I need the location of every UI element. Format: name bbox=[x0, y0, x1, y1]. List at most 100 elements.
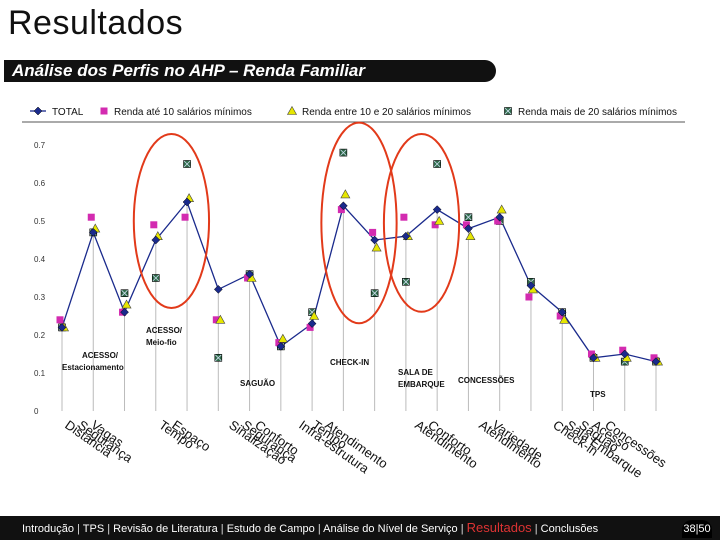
data-point-diamond bbox=[370, 235, 379, 245]
data-point-diamond bbox=[401, 231, 411, 241]
data-point-square bbox=[400, 213, 408, 221]
y-tick-label: 0 bbox=[34, 407, 39, 416]
legend-label: Renda até 10 salários mínimos bbox=[114, 107, 252, 118]
footer-separator: | bbox=[73, 523, 83, 535]
data-point-triangle bbox=[309, 310, 320, 320]
data-point-diamond bbox=[526, 281, 536, 290]
y-tick-label: 0.5 bbox=[34, 217, 46, 226]
slide-title: Resultados bbox=[8, 4, 184, 42]
data-point-diamond bbox=[557, 307, 567, 317]
annotation-label: CONCESSÕES bbox=[458, 376, 515, 385]
data-point-square bbox=[337, 206, 345, 214]
annotation-label: Meio-fio bbox=[146, 338, 177, 347]
data-point-diamond bbox=[307, 319, 317, 328]
data-point-triangle bbox=[559, 314, 570, 324]
footer-bar: Introdução | TPS | Revisão de Literatura… bbox=[0, 516, 720, 540]
data-point-diamond bbox=[276, 342, 286, 351]
data-point-square bbox=[244, 274, 252, 282]
data-point-square bbox=[150, 221, 158, 229]
data-point-square bbox=[181, 213, 189, 221]
annotation-label: TPS bbox=[590, 390, 606, 399]
data-point-square bbox=[275, 339, 283, 347]
data-point-xsquare-cross bbox=[308, 308, 316, 316]
data-point-square bbox=[525, 293, 533, 301]
y-tick-label: 0.4 bbox=[34, 255, 46, 264]
legend-label: Renda mais de 20 salários mínimos bbox=[518, 107, 677, 118]
legend-marker bbox=[286, 105, 298, 115]
data-point-diamond bbox=[245, 269, 254, 279]
footer-nav-item[interactable]: Resultados bbox=[466, 520, 532, 535]
data-point-square bbox=[494, 217, 502, 225]
legend-marker bbox=[33, 106, 43, 116]
annotation-label: ACESSO/ bbox=[146, 326, 183, 335]
footer-separator: | bbox=[531, 523, 541, 535]
data-point-square bbox=[306, 323, 314, 331]
data-point-xsquare-cross bbox=[433, 160, 441, 168]
data-point-square bbox=[587, 350, 595, 358]
footer-nav-item[interactable]: Análise do Nível de Serviço bbox=[323, 523, 458, 535]
footer-nav-item[interactable]: Introdução bbox=[22, 523, 74, 535]
data-point-xsquare-cross bbox=[465, 213, 472, 221]
data-point-square bbox=[556, 312, 564, 320]
footer-separator: | bbox=[104, 523, 114, 535]
data-point-diamond bbox=[88, 228, 98, 237]
data-point-triangle bbox=[340, 189, 351, 199]
footer-separator: | bbox=[217, 523, 227, 535]
footer-nav-item[interactable]: Revisão de Literatura bbox=[113, 523, 218, 535]
data-point-square bbox=[462, 221, 470, 229]
footer-nav-item[interactable]: Estudo de Campo bbox=[226, 523, 315, 535]
y-tick-label: 0.2 bbox=[34, 331, 46, 340]
data-point-xsquare-cross bbox=[371, 289, 378, 297]
highlight-ellipse bbox=[320, 121, 398, 325]
y-tick-label: 0.6 bbox=[34, 179, 46, 188]
annotation-label: Estacionamento bbox=[62, 363, 124, 372]
page-number: 38|50 bbox=[682, 520, 712, 538]
data-point-diamond bbox=[120, 307, 129, 317]
y-tick-label: 0.3 bbox=[34, 293, 46, 302]
data-point-square bbox=[369, 228, 377, 236]
data-point-square bbox=[87, 213, 95, 221]
data-point-diamond bbox=[151, 235, 161, 245]
data-point-xsquare-cross bbox=[183, 160, 191, 168]
annotation-label: ACESSO/ bbox=[82, 351, 119, 360]
legend-label: TOTAL bbox=[52, 107, 84, 118]
footer-separator: | bbox=[314, 523, 324, 535]
data-point-diamond bbox=[495, 212, 505, 222]
footer-nav-item[interactable]: TPS bbox=[82, 523, 105, 535]
data-point-square bbox=[650, 354, 658, 362]
legend-marker-cross bbox=[504, 107, 512, 115]
data-point-xsquare-cross bbox=[215, 354, 222, 362]
highlight-ellipse bbox=[132, 133, 211, 309]
data-point-diamond bbox=[432, 205, 442, 214]
data-point-diamond bbox=[182, 197, 192, 207]
data-point-diamond bbox=[589, 353, 598, 363]
data-point-triangle bbox=[465, 231, 476, 240]
data-point-triangle bbox=[371, 242, 382, 252]
footer-nav-item[interactable]: Conclusões bbox=[540, 523, 599, 535]
legend-label: Renda entre 10 e 20 salários mínimos bbox=[302, 107, 471, 118]
data-point-xsquare-cross bbox=[340, 149, 347, 156]
data-point-diamond bbox=[213, 285, 223, 294]
data-point-square bbox=[56, 316, 64, 324]
data-point-diamond bbox=[620, 349, 630, 359]
data-point-xsquare-cross bbox=[152, 274, 160, 282]
data-point-diamond bbox=[339, 201, 348, 211]
data-point-triangle bbox=[215, 314, 226, 324]
data-point-diamond bbox=[464, 224, 473, 233]
data-point-diamond bbox=[651, 357, 661, 366]
data-point-triangle bbox=[496, 204, 507, 214]
series-line-total bbox=[61, 200, 657, 363]
footer-navigation: Introdução | TPS | Revisão de Literatura… bbox=[22, 516, 598, 541]
slide-subtitle-bar: Análise dos Perfis no AHP – Renda Famili… bbox=[4, 60, 496, 82]
data-point-diamond bbox=[57, 323, 67, 332]
data-point-triangle bbox=[277, 333, 288, 343]
y-tick-label: 0.1 bbox=[34, 369, 46, 378]
data-point-triangle bbox=[434, 215, 445, 225]
data-point-xsquare-cross bbox=[121, 289, 128, 297]
legend-marker bbox=[100, 107, 108, 115]
ahp-line-chart: TOTAL Renda até 10 salários mínimos Renda … bbox=[22, 105, 685, 481]
annotation-label: CHECK-IN bbox=[330, 358, 369, 367]
footer-separator: | bbox=[457, 523, 467, 535]
data-point-square bbox=[212, 316, 220, 324]
data-point-triangle bbox=[121, 299, 132, 309]
